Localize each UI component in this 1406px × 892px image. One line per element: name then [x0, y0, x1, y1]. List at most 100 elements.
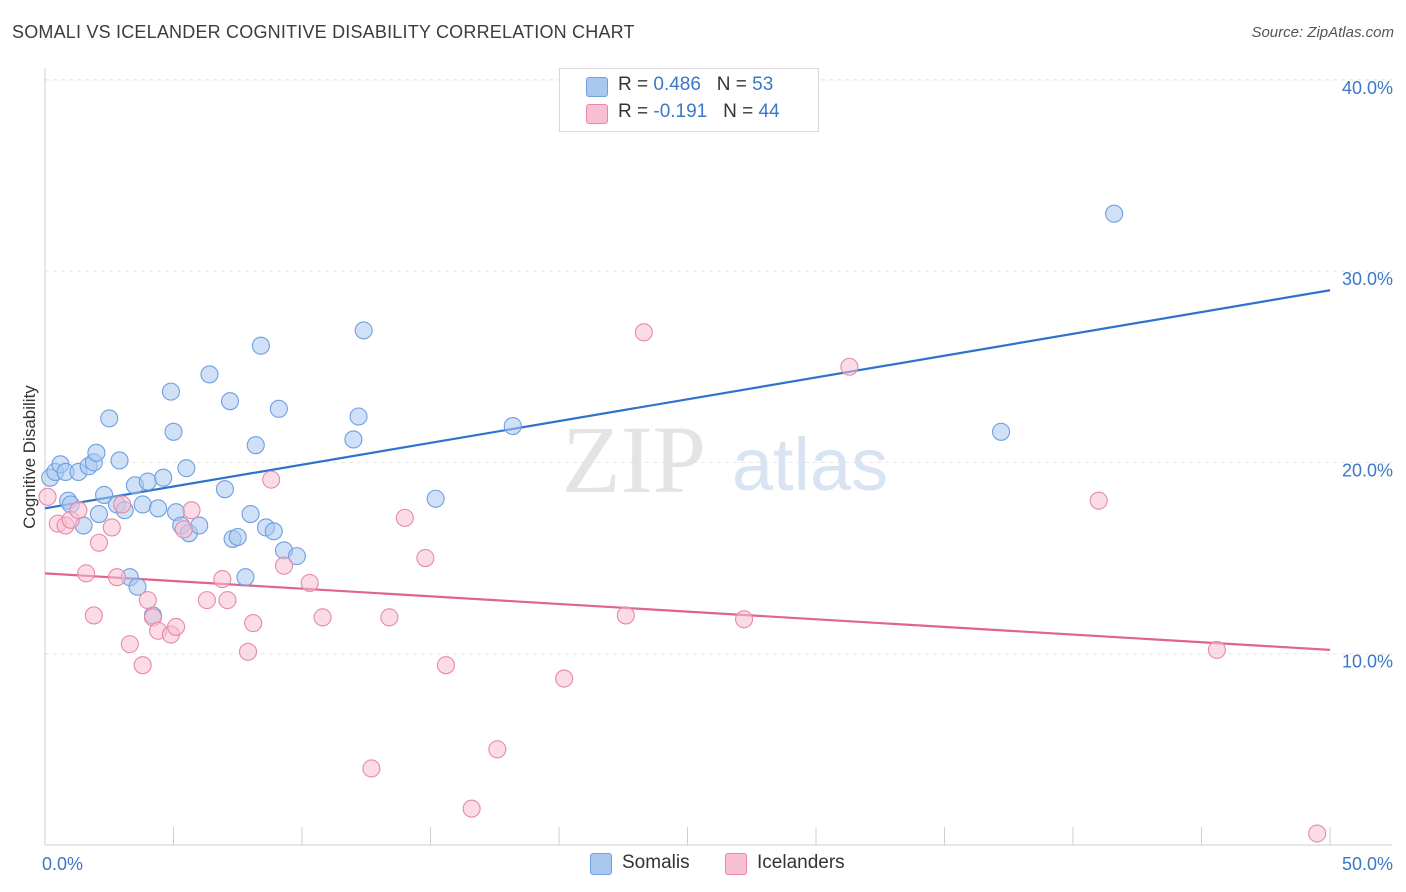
y-tick-label: 40.0%	[1342, 78, 1393, 98]
point-somalis	[100, 409, 119, 428]
bottom-legend-swatch-icelanders	[725, 853, 747, 875]
point-somalis	[110, 451, 129, 470]
point-somalis	[264, 522, 283, 541]
point-somalis	[241, 505, 260, 524]
point-icelanders	[120, 635, 139, 654]
point-icelanders	[84, 606, 103, 625]
legend-n-value: 44	[758, 101, 780, 122]
point-icelanders	[840, 357, 859, 376]
point-somalis	[354, 321, 373, 340]
point-icelanders	[1207, 640, 1226, 659]
point-icelanders	[174, 520, 193, 539]
point-somalis	[154, 468, 173, 487]
legend-r-label: R =	[618, 74, 654, 95]
point-icelanders	[488, 740, 507, 759]
point-icelanders	[133, 656, 152, 675]
point-icelanders	[1308, 824, 1327, 843]
point-icelanders	[89, 533, 109, 552]
point-icelanders	[167, 617, 186, 636]
point-icelanders	[244, 614, 263, 633]
legend-n-label: N =	[716, 74, 753, 95]
source-label: Source: ZipAtlas.com	[1251, 24, 1394, 41]
point-icelanders	[616, 606, 635, 625]
legend-n-label: N =	[723, 101, 759, 122]
point-somalis	[133, 495, 152, 514]
point-icelanders	[380, 608, 399, 627]
trend-line-icelanders	[44, 572, 1331, 651]
point-icelanders	[102, 518, 121, 537]
watermark: ZIP atlas	[562, 406, 888, 513]
point-icelanders	[362, 759, 381, 778]
point-icelanders	[416, 548, 435, 568]
chart-title: SOMALI VS ICELANDER COGNITIVE DISABILITY…	[12, 22, 635, 42]
x-tick-label: 50.0%	[1342, 854, 1393, 874]
point-somalis	[344, 430, 363, 449]
trend-lines	[44, 289, 1331, 651]
point-icelanders	[113, 495, 132, 514]
point-icelanders	[395, 508, 414, 527]
watermark-zip: ZIP	[562, 406, 706, 513]
point-somalis	[503, 417, 522, 436]
grid-lines	[45, 79, 1392, 655]
point-icelanders	[462, 799, 481, 818]
point-icelanders	[218, 591, 237, 610]
point-icelanders	[262, 470, 281, 489]
legend-r-label: R =	[618, 101, 654, 122]
bottom-legend-swatch-somalis	[590, 853, 612, 875]
legend-n-value: 53	[752, 74, 774, 95]
point-somalis	[349, 407, 368, 426]
point-somalis	[164, 422, 183, 441]
point-somalis	[228, 527, 247, 547]
legend-swatch-icelanders	[586, 104, 608, 124]
point-somalis	[251, 336, 270, 355]
point-somalis	[269, 399, 288, 418]
point-icelanders	[300, 573, 319, 592]
point-icelanders	[313, 608, 332, 627]
point-somalis	[200, 365, 219, 384]
watermark-atlas: atlas	[732, 423, 888, 506]
legend-r-value: -0.191	[653, 101, 708, 122]
point-icelanders	[213, 570, 232, 589]
stats-legend: R = 0.486 N = 53 R = -0.191 N = 44	[559, 68, 819, 132]
point-somalis	[426, 489, 445, 508]
point-somalis	[87, 443, 106, 462]
point-somalis	[138, 472, 157, 491]
point-icelanders	[107, 568, 127, 587]
legend-swatch-somalis	[586, 77, 608, 97]
point-somalis	[95, 485, 114, 504]
bottom-legend-label-icelanders: Icelanders	[757, 852, 845, 873]
point-icelanders	[182, 501, 201, 520]
point-somalis	[991, 422, 1011, 441]
point-somalis	[161, 382, 180, 401]
y-axis-label: Cognitive Disability	[20, 385, 39, 529]
point-icelanders	[197, 591, 216, 610]
point-somalis	[89, 505, 109, 524]
point-icelanders	[1089, 491, 1108, 510]
point-icelanders	[138, 591, 157, 610]
point-icelanders	[238, 642, 258, 661]
point-somalis	[1105, 204, 1124, 223]
bottom-legend-label-somalis: Somalis	[622, 852, 690, 873]
point-somalis	[236, 568, 255, 587]
tick-labels: 10.0% 20.0% 30.0% 40.0% 0.0% 50.0%	[42, 78, 1393, 874]
point-icelanders	[436, 656, 455, 675]
point-icelanders	[734, 610, 754, 629]
point-icelanders	[38, 487, 57, 506]
point-somalis	[246, 436, 265, 455]
point-icelanders	[77, 564, 96, 583]
y-tick-label: 30.0%	[1342, 269, 1393, 289]
point-somalis	[177, 459, 196, 478]
legend-r-value: 0.486	[653, 74, 701, 95]
point-somalis	[220, 392, 240, 411]
point-somalis	[128, 577, 147, 596]
point-icelanders	[634, 323, 653, 342]
point-somalis	[190, 516, 209, 535]
axes	[44, 68, 1392, 846]
trend-line-somalis	[44, 289, 1331, 510]
point-icelanders	[274, 556, 294, 575]
point-somalis	[149, 499, 168, 518]
point-somalis	[287, 547, 306, 566]
point-icelanders	[555, 669, 574, 688]
point-somalis	[215, 480, 234, 499]
point-icelanders	[69, 501, 88, 520]
